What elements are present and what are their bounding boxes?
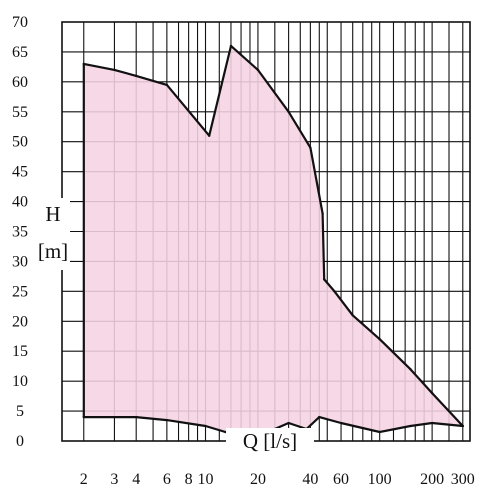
x-label-backdrop xyxy=(226,428,314,454)
x-tick-label: 60 xyxy=(333,471,349,488)
lower-boundary-point xyxy=(339,421,343,425)
y-tick-label: 20 xyxy=(12,313,28,330)
upper-boundary-point xyxy=(309,146,312,149)
upper-boundary-points xyxy=(82,44,464,428)
x-tick-label: 8 xyxy=(185,471,193,488)
y-tick-label: 70 xyxy=(12,14,28,31)
upper-boundary-point xyxy=(113,68,116,72)
y-axis-title: H xyxy=(45,202,60,226)
upper-boundary-point xyxy=(287,110,290,113)
lower-boundary-point xyxy=(204,424,207,428)
y-tick-label: 65 xyxy=(12,44,28,61)
upper-boundary-point xyxy=(82,62,85,66)
y-tick-label: 5 xyxy=(16,403,24,420)
upper-boundary-point xyxy=(409,367,412,371)
upper-boundary-point xyxy=(321,212,324,215)
y-axis-ticks: 0 5 10 15 20 25 30 35 40 45 50 55 60 65 70 xyxy=(12,14,28,450)
y-tick-label: 35 xyxy=(12,224,28,241)
upper-boundary-point xyxy=(165,83,169,87)
x-tick-label: 6 xyxy=(163,471,171,488)
lower-boundary-point xyxy=(409,424,412,428)
x-tick-label: 2 xyxy=(80,471,88,488)
x-tick-label: 10 xyxy=(198,471,214,488)
upper-boundary-point xyxy=(333,290,336,293)
y-tick-label: 10 xyxy=(12,373,28,390)
x-axis-ticks: 2 3 4 6 8 10 20 40 60 100 200 300 xyxy=(80,471,475,488)
y-tick-label: 45 xyxy=(12,164,28,181)
upper-boundary-point xyxy=(430,391,434,395)
lower-boundary-point xyxy=(82,415,85,419)
upper-boundary-point xyxy=(256,68,260,72)
upper-boundary-point xyxy=(322,278,326,281)
y-axis-unit: [m] xyxy=(38,239,68,263)
y-tick-label: 50 xyxy=(12,134,28,151)
x-tick-label: 3 xyxy=(110,471,118,488)
x-tick-label: 300 xyxy=(451,471,475,488)
y-tick-label: 15 xyxy=(12,343,28,360)
x-tick-label: 100 xyxy=(368,471,392,488)
lower-boundary-point xyxy=(430,421,434,425)
upper-boundary-point xyxy=(229,44,233,48)
upper-boundary-point xyxy=(134,74,138,78)
lower-boundary-point xyxy=(165,418,169,422)
x-tick-label: 4 xyxy=(132,471,140,488)
y-tick-label: 0 xyxy=(16,433,24,450)
lower-boundary-point xyxy=(318,415,321,419)
lower-boundary-point xyxy=(461,424,464,428)
y-tick-label: 30 xyxy=(12,253,28,270)
upper-boundary-point xyxy=(207,134,211,137)
y-tick-label: 25 xyxy=(12,283,28,300)
lower-boundary-point xyxy=(287,421,290,425)
y-tick-label: 55 xyxy=(12,104,28,121)
y-tick-label: 60 xyxy=(12,74,28,91)
x-axis-title: Q [l/s] xyxy=(243,429,297,453)
x-tick-label: 200 xyxy=(420,471,444,488)
x-tick-label: 20 xyxy=(250,471,266,488)
lower-boundary-point xyxy=(134,415,138,419)
x-tick-label: 40 xyxy=(302,471,318,488)
lower-boundary-point xyxy=(378,430,381,434)
lower-boundary-point xyxy=(224,430,227,434)
y-tick-label: 40 xyxy=(12,194,28,211)
y-label-backdrop xyxy=(36,198,70,270)
upper-boundary-point xyxy=(378,338,381,341)
upper-boundary-point xyxy=(351,314,354,317)
